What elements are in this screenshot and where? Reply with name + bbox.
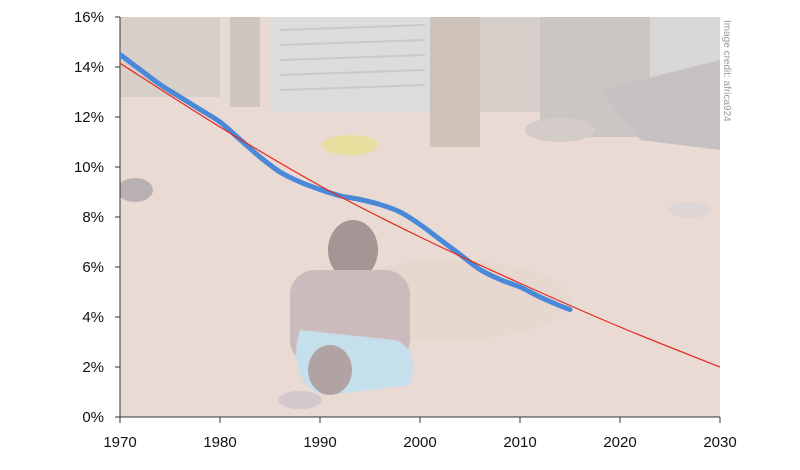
x-tick-label: 2010: [503, 434, 536, 451]
x-tick-label: 2020: [603, 434, 636, 451]
x-tick-label: 1990: [303, 434, 336, 451]
x-tick-label: 2030: [703, 434, 736, 451]
series-line-blue: [120, 52, 573, 312]
series-layer: [120, 52, 720, 368]
y-tick-label: 2%: [82, 359, 104, 376]
background-photo: [120, 17, 720, 417]
y-tick-label: 4%: [82, 309, 104, 326]
child-figure: [278, 220, 414, 409]
trend-line-red: [120, 62, 720, 368]
y-tick-label: 12%: [74, 109, 104, 126]
y-tick-label: 8%: [82, 209, 104, 226]
y-tick-label: 0%: [82, 409, 104, 426]
y-ticks: 0% 2% 4% 6% 8% 10% 12% 14% 16%: [74, 9, 120, 426]
x-tick-label: 1970: [103, 434, 136, 451]
x-tick-label: 1980: [203, 434, 236, 451]
y-tick-label: 16%: [74, 9, 104, 26]
x-ticks: 1970 1980 1990 2000 2010 2020 2030: [103, 417, 737, 451]
y-tick-label: 14%: [74, 59, 104, 76]
x-tick-label: 2000: [403, 434, 436, 451]
y-tick-label: 6%: [82, 259, 104, 276]
y-tick-label: 10%: [74, 159, 104, 176]
image-credit: Image credit: africa924: [721, 20, 732, 122]
